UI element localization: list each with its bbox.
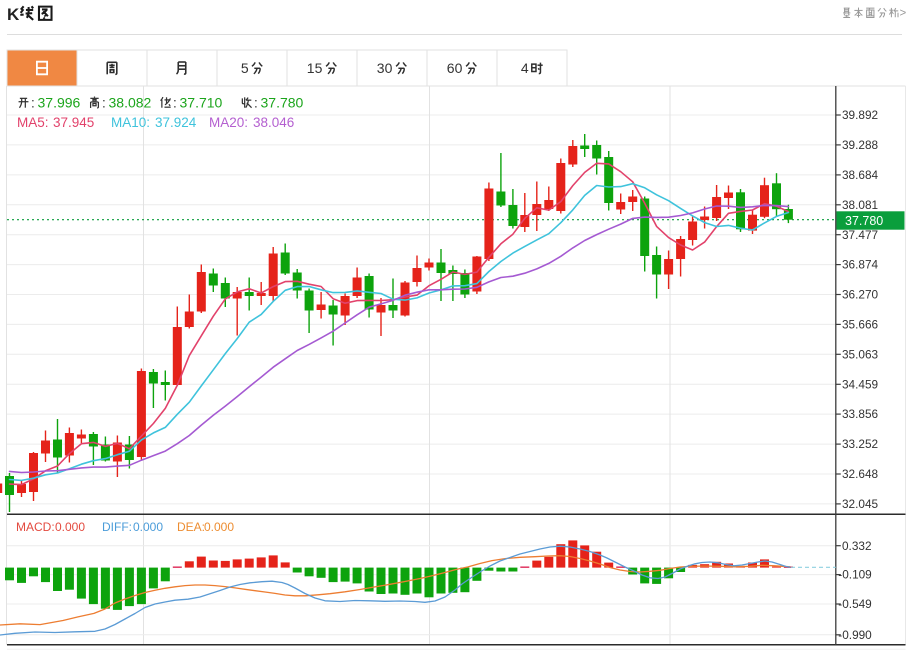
svg-text::: : [254,96,258,111]
svg-text:MA20:: MA20: [209,115,248,130]
svg-text:30: 30 [377,60,393,76]
svg-text:DEA:: DEA: [177,520,205,534]
svg-text::: : [173,96,177,111]
svg-text:35.063: 35.063 [842,347,879,361]
svg-text:37.477: 37.477 [842,228,878,242]
svg-text:-0.549: -0.549 [838,597,871,611]
svg-text:32.045: 32.045 [842,497,879,511]
svg-text:38.684: 38.684 [842,168,879,182]
svg-text:K: K [7,5,20,24]
svg-text:39.892: 39.892 [842,108,878,122]
svg-text:35.666: 35.666 [842,318,879,332]
svg-text:38.082: 38.082 [109,95,152,111]
svg-text:36.874: 36.874 [842,258,879,272]
svg-text:0.000: 0.000 [133,520,163,534]
svg-text:15: 15 [307,60,323,76]
svg-text:37.945: 37.945 [53,115,94,130]
svg-text:-0.990: -0.990 [838,628,872,642]
svg-text:>: > [900,8,907,20]
svg-text:5: 5 [241,60,249,76]
svg-text:MACD:: MACD: [16,520,55,534]
svg-text:33.252: 33.252 [842,437,878,451]
svg-text:0.332: 0.332 [842,539,872,553]
svg-text:37.710: 37.710 [180,95,223,111]
svg-text:4: 4 [521,60,529,76]
svg-text:60: 60 [447,60,463,76]
svg-text::: : [102,96,106,111]
svg-text:37.780: 37.780 [261,95,304,111]
svg-text:MA10:: MA10: [111,115,150,130]
svg-text:38.046: 38.046 [253,115,294,130]
svg-text:-0.109: -0.109 [838,568,871,582]
svg-text:37.996: 37.996 [38,95,81,111]
svg-text::: : [31,96,35,111]
svg-text:DIFF:: DIFF: [102,520,132,534]
svg-text:39.288: 39.288 [842,138,879,152]
svg-text:38.081: 38.081 [842,198,878,212]
svg-text:34.459: 34.459 [842,377,878,391]
svg-text:0.000: 0.000 [204,520,234,534]
svg-text:36.270: 36.270 [842,288,879,302]
svg-text:37.780: 37.780 [845,214,883,228]
svg-text:37.924: 37.924 [155,115,197,130]
svg-text:33.856: 33.856 [842,407,879,421]
svg-text:32.648: 32.648 [842,467,879,481]
svg-text:0.000: 0.000 [55,520,85,534]
svg-text:MA5:: MA5: [17,115,49,130]
